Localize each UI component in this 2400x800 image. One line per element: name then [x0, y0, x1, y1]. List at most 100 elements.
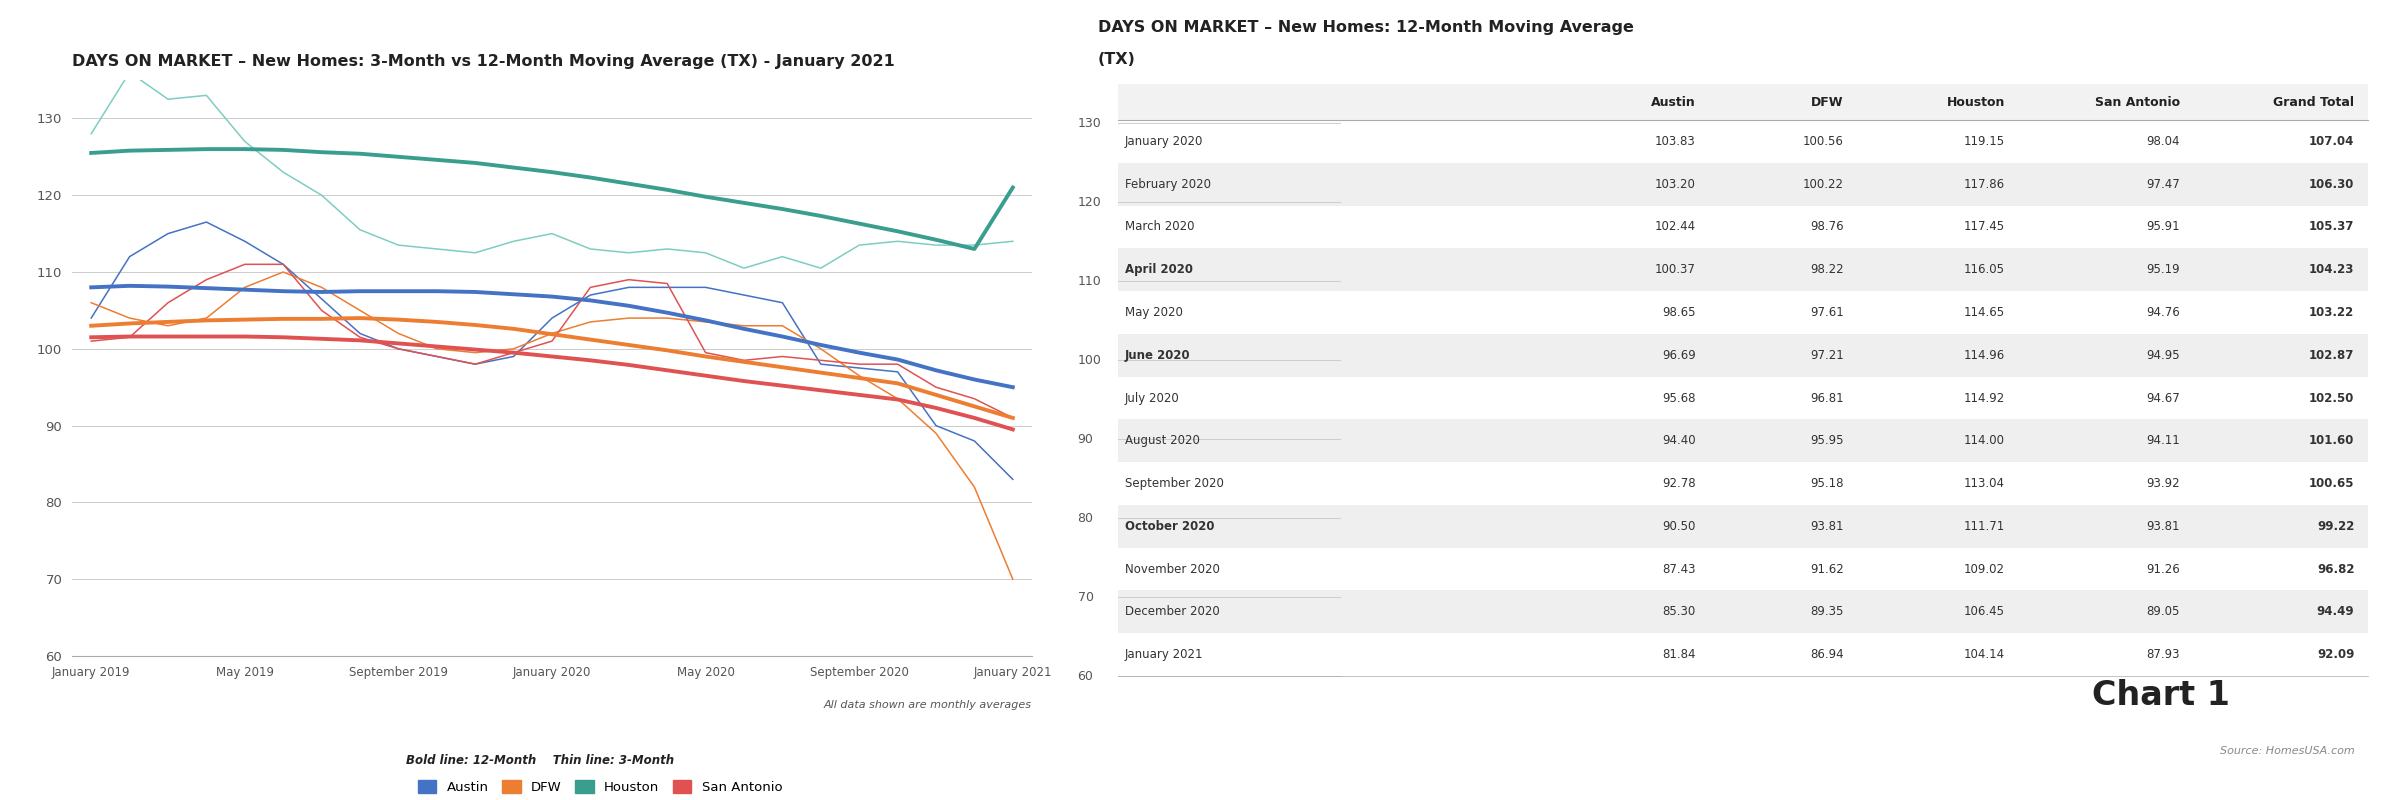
- Text: Source: HomesUSA.com: Source: HomesUSA.com: [2220, 746, 2354, 756]
- Text: 98.65: 98.65: [1663, 306, 1697, 319]
- FancyBboxPatch shape: [1118, 377, 2369, 419]
- Text: 93.81: 93.81: [2146, 520, 2179, 533]
- Text: December 2020: December 2020: [1126, 606, 1219, 618]
- Text: 117.86: 117.86: [1963, 178, 2004, 190]
- Text: 100.37: 100.37: [1656, 263, 1697, 276]
- Text: 98.76: 98.76: [1810, 221, 1843, 234]
- Text: 103.22: 103.22: [2309, 306, 2354, 319]
- Text: DAYS ON MARKET – New Homes: 3-Month vs 12-Month Moving Average (TX) - January 20: DAYS ON MARKET – New Homes: 3-Month vs 1…: [72, 54, 895, 69]
- Text: 94.49: 94.49: [2316, 606, 2354, 618]
- Text: 90.50: 90.50: [1663, 520, 1697, 533]
- Text: 107.04: 107.04: [2309, 135, 2354, 148]
- Text: 103.83: 103.83: [1656, 135, 1697, 148]
- Text: 95.19: 95.19: [2146, 263, 2179, 276]
- Text: 114.00: 114.00: [1963, 434, 2004, 447]
- Text: 100.22: 100.22: [1802, 178, 1843, 190]
- Text: 70: 70: [1078, 590, 1094, 603]
- Text: 101.60: 101.60: [2309, 434, 2354, 447]
- FancyBboxPatch shape: [1118, 462, 2369, 505]
- Text: 111.71: 111.71: [1963, 520, 2004, 533]
- Text: 99.22: 99.22: [2316, 520, 2354, 533]
- Text: DAYS ON MARKET – New Homes: 12-Month Moving Average: DAYS ON MARKET – New Homes: 12-Month Mov…: [1097, 20, 1634, 35]
- FancyBboxPatch shape: [1118, 84, 2369, 120]
- Text: 60: 60: [1078, 670, 1094, 682]
- FancyBboxPatch shape: [1118, 634, 2369, 676]
- Text: January 2020: January 2020: [1126, 135, 1202, 148]
- Text: 80: 80: [1078, 512, 1094, 525]
- Text: 86.94: 86.94: [1810, 648, 1843, 661]
- Text: Austin: Austin: [1651, 95, 1697, 109]
- Text: 94.76: 94.76: [2146, 306, 2179, 319]
- Text: March 2020: March 2020: [1126, 221, 1195, 234]
- Text: August 2020: August 2020: [1126, 434, 1200, 447]
- Text: 87.93: 87.93: [2146, 648, 2179, 661]
- Text: 117.45: 117.45: [1963, 221, 2004, 234]
- Text: 102.44: 102.44: [1654, 221, 1697, 234]
- Text: June 2020: June 2020: [1126, 349, 1190, 362]
- Text: May 2020: May 2020: [1126, 306, 1183, 319]
- FancyBboxPatch shape: [1118, 419, 2369, 462]
- Text: 92.78: 92.78: [1663, 477, 1697, 490]
- Text: 104.23: 104.23: [2309, 263, 2354, 276]
- Text: All data shown are monthly averages: All data shown are monthly averages: [823, 700, 1032, 710]
- Text: 114.65: 114.65: [1963, 306, 2004, 319]
- FancyBboxPatch shape: [1118, 248, 2369, 291]
- FancyBboxPatch shape: [1118, 162, 2369, 206]
- Text: 94.11: 94.11: [2146, 434, 2179, 447]
- Text: 98.04: 98.04: [2146, 135, 2179, 148]
- Text: 96.82: 96.82: [2316, 562, 2354, 575]
- Text: 100.56: 100.56: [1802, 135, 1843, 148]
- Text: 94.95: 94.95: [2146, 349, 2179, 362]
- Text: 98.22: 98.22: [1810, 263, 1843, 276]
- FancyBboxPatch shape: [1118, 334, 2369, 377]
- Text: July 2020: July 2020: [1126, 391, 1178, 405]
- FancyBboxPatch shape: [1118, 505, 2369, 548]
- Text: 96.69: 96.69: [1663, 349, 1697, 362]
- Text: 100: 100: [1078, 354, 1102, 366]
- Text: 95.18: 95.18: [1810, 477, 1843, 490]
- Text: DFW: DFW: [1812, 95, 1843, 109]
- Legend: Austin, DFW, Houston, San Antonio: Austin, DFW, Houston, San Antonio: [413, 774, 787, 799]
- Text: 119.15: 119.15: [1963, 135, 2004, 148]
- Text: 94.40: 94.40: [1663, 434, 1697, 447]
- Text: 106.30: 106.30: [2309, 178, 2354, 190]
- Text: 92.09: 92.09: [2316, 648, 2354, 661]
- Text: Houston: Houston: [1946, 95, 2004, 109]
- Text: April 2020: April 2020: [1126, 263, 1193, 276]
- Text: 97.47: 97.47: [2146, 178, 2179, 190]
- Text: September 2020: September 2020: [1126, 477, 1224, 490]
- Text: 120: 120: [1078, 196, 1102, 209]
- Text: 94.67: 94.67: [2146, 391, 2179, 405]
- Text: 100.65: 100.65: [2309, 477, 2354, 490]
- Text: Chart 1: Chart 1: [2093, 679, 2230, 712]
- Text: 106.45: 106.45: [1963, 606, 2004, 618]
- FancyBboxPatch shape: [1118, 206, 2369, 248]
- Text: 114.92: 114.92: [1963, 391, 2004, 405]
- Text: Grand Total: Grand Total: [2273, 95, 2354, 109]
- Text: 89.05: 89.05: [2146, 606, 2179, 618]
- Text: 91.26: 91.26: [2146, 562, 2179, 575]
- Text: 114.96: 114.96: [1963, 349, 2004, 362]
- Text: 91.62: 91.62: [1810, 562, 1843, 575]
- Text: 110: 110: [1078, 275, 1102, 288]
- Text: 95.68: 95.68: [1663, 391, 1697, 405]
- Text: 93.81: 93.81: [1810, 520, 1843, 533]
- Text: 97.61: 97.61: [1810, 306, 1843, 319]
- Text: 116.05: 116.05: [1963, 263, 2004, 276]
- Text: 95.95: 95.95: [1810, 434, 1843, 447]
- Text: San Antonio: San Antonio: [2095, 95, 2179, 109]
- Text: 85.30: 85.30: [1663, 606, 1697, 618]
- Text: Bold line: 12-Month    Thin line: 3-Month: Bold line: 12-Month Thin line: 3-Month: [406, 754, 674, 767]
- Text: 96.81: 96.81: [1810, 391, 1843, 405]
- Text: February 2020: February 2020: [1126, 178, 1210, 190]
- Text: 109.02: 109.02: [1963, 562, 2004, 575]
- Text: 97.21: 97.21: [1810, 349, 1843, 362]
- Text: 89.35: 89.35: [1810, 606, 1843, 618]
- FancyBboxPatch shape: [1118, 590, 2369, 634]
- Text: 95.91: 95.91: [2146, 221, 2179, 234]
- Text: October 2020: October 2020: [1126, 520, 1214, 533]
- Text: (TX): (TX): [1097, 52, 1135, 67]
- Text: 130: 130: [1078, 117, 1102, 130]
- FancyBboxPatch shape: [1118, 548, 2369, 590]
- Text: 90: 90: [1078, 433, 1094, 446]
